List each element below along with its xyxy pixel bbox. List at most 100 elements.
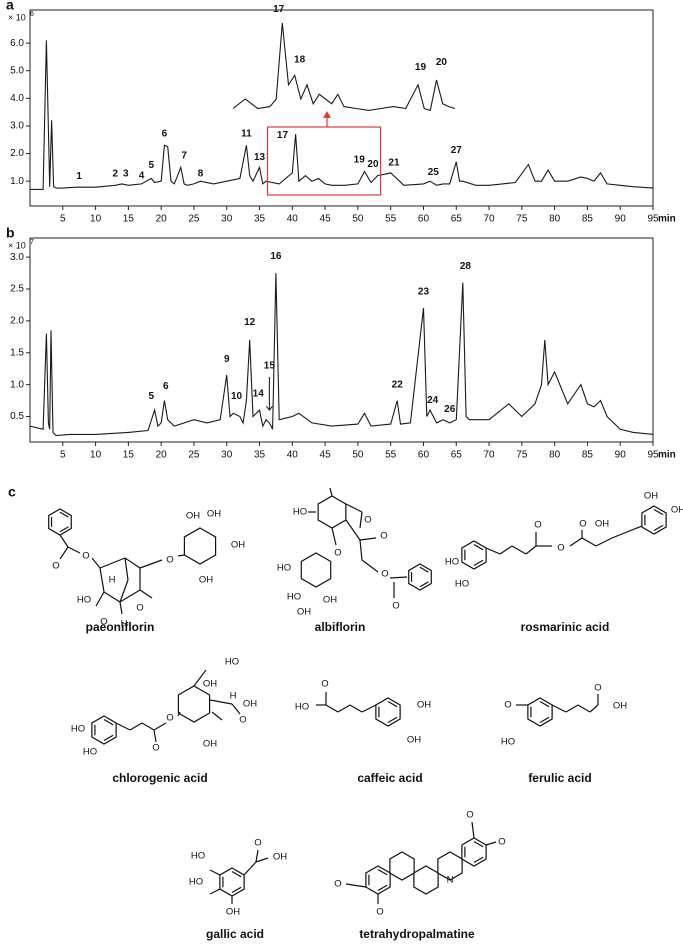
bond <box>337 704 351 713</box>
x-tick-label: 65 <box>451 450 463 461</box>
bond <box>129 722 143 731</box>
y-tick-label: 1.5 <box>10 347 24 358</box>
atom-label: O <box>380 531 387 542</box>
x-tick-label: 35 <box>254 214 266 225</box>
x-tick-label: 20 <box>156 450 168 461</box>
peak-label: 22 <box>392 380 404 391</box>
atom-label: OH <box>595 519 609 530</box>
x-tick-label: 15 <box>123 214 135 225</box>
bond <box>389 576 408 579</box>
bond <box>577 704 591 713</box>
ring <box>219 867 245 897</box>
bond <box>255 857 269 863</box>
atom-label: O <box>334 879 341 890</box>
inset-peak-label: 17 <box>273 4 285 15</box>
peak-label: 20 <box>367 159 379 170</box>
x-tick-label: 65 <box>451 214 463 225</box>
atom-label: OH <box>199 575 213 586</box>
atom-label: O <box>136 603 143 614</box>
y-tick-label: 3.0 <box>10 252 24 263</box>
inset-peak-label: 19 <box>415 62 427 73</box>
x-tick-label: 60 <box>418 214 430 225</box>
ring <box>300 552 332 588</box>
atom-label: OH <box>226 907 240 918</box>
ring <box>365 865 391 895</box>
bond <box>473 559 484 567</box>
bond <box>103 718 114 726</box>
atom-label: O <box>364 515 371 526</box>
x-tick-label: 60 <box>418 450 430 461</box>
bond <box>59 534 69 548</box>
atom-label: OH <box>243 699 257 710</box>
y-scale: × 10 <box>8 240 26 250</box>
atom-label: O <box>52 561 59 572</box>
panel-label: a <box>6 0 14 13</box>
y-tick-label: 2.0 <box>10 316 24 327</box>
atom-label: O <box>466 810 473 821</box>
peak-arrow-head <box>265 405 273 411</box>
compound-name: tetrahydropalmatine <box>359 927 475 941</box>
x-tick-label: 90 <box>615 450 627 461</box>
atom-label: O <box>100 617 107 628</box>
bond <box>177 554 185 557</box>
atom-label: O <box>152 743 159 754</box>
inset-peak-label: 20 <box>436 57 448 68</box>
plot-frame <box>29 9 654 207</box>
atom-label: OH <box>323 595 337 606</box>
bond <box>231 870 242 878</box>
peak-label: 6 <box>163 381 169 392</box>
bond <box>103 734 114 742</box>
compound-name: caffeic acid <box>357 771 422 785</box>
peak-label: 27 <box>451 145 463 156</box>
atom-label: H <box>230 691 237 702</box>
bond <box>359 511 363 529</box>
compound-name: chlorogenic acid <box>112 771 207 785</box>
x-tick-label: 5 <box>60 214 66 225</box>
peak-label: 25 <box>428 167 440 178</box>
bond <box>345 883 367 888</box>
bond <box>255 849 259 863</box>
y-tick-label: 0.5 <box>10 411 24 422</box>
bond <box>177 711 181 717</box>
peak-label: 3 <box>123 168 129 179</box>
atom-label: OH <box>203 739 217 750</box>
peak-label: 7 <box>181 150 187 161</box>
peak-label: 16 <box>270 251 282 262</box>
compound-name: gallic acid <box>206 927 264 941</box>
x-axis-label: min <box>658 214 676 225</box>
atom-label: O <box>534 520 541 531</box>
bond <box>95 591 105 607</box>
bond <box>209 869 221 876</box>
bond <box>589 704 599 713</box>
bond <box>59 546 69 560</box>
compound-name: albiflorin <box>315 620 366 634</box>
peak-label: 28 <box>460 261 472 272</box>
bond <box>611 525 643 539</box>
ring <box>527 697 553 727</box>
bond <box>59 526 69 533</box>
x-tick-label: 10 <box>90 214 102 225</box>
bond <box>209 888 221 895</box>
bond <box>473 856 484 864</box>
bond <box>345 519 361 541</box>
y-tick-label: 1.0 <box>10 176 24 187</box>
trace <box>29 273 654 437</box>
x-tick-label: 15 <box>123 450 135 461</box>
atom-label: O <box>321 679 328 690</box>
ring <box>413 865 439 895</box>
x-tick-label: 85 <box>582 450 594 461</box>
ring <box>461 837 487 867</box>
atom-label: HO <box>293 507 307 518</box>
atom-label: H <box>109 575 116 586</box>
bond <box>345 503 363 513</box>
x-tick-label: 40 <box>287 214 299 225</box>
inset-trace <box>232 22 456 112</box>
x-tick-label: 10 <box>90 450 102 461</box>
atom-label: OH <box>186 511 200 522</box>
peak-label: 9 <box>224 354 230 365</box>
structures <box>48 487 667 904</box>
atom-label: O <box>594 683 601 694</box>
atom-label: HO <box>445 557 459 568</box>
y-tick-label: 2.5 <box>10 284 24 295</box>
